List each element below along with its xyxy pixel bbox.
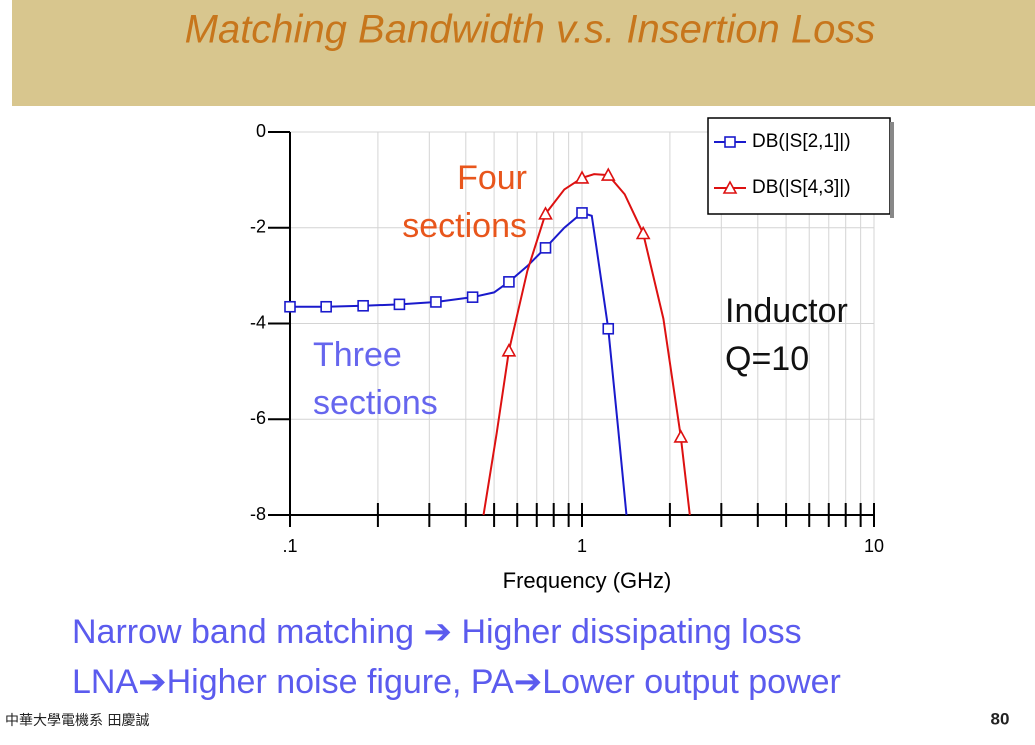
y-tick-label: -2 (250, 217, 266, 237)
marker (503, 276, 515, 288)
marker (724, 136, 736, 148)
marker (576, 207, 588, 219)
marker (722, 180, 738, 194)
x-tick-label: 10 (864, 536, 884, 556)
bullet: LNA➔Higher noise figure, PA➔Lower output… (72, 663, 841, 701)
annotation: sections (402, 207, 527, 245)
y-tick-label: -6 (250, 408, 266, 428)
marker (466, 291, 479, 303)
x-tick-label: .1 (282, 536, 297, 556)
annotation: Q=10 (725, 340, 809, 378)
marker (538, 206, 553, 220)
annotation: sections (313, 384, 438, 422)
marker (430, 296, 442, 308)
y-tick-label: -8 (250, 504, 266, 524)
series-line (290, 211, 628, 516)
annotation: Four (457, 159, 527, 197)
marker (320, 300, 332, 313)
legend-shadow (890, 122, 894, 218)
series-line (482, 173, 691, 516)
marker (357, 299, 369, 312)
slide-title: Matching Bandwidth v.s. Insertion Loss (185, 8, 876, 52)
marker (574, 170, 590, 184)
x-tick-label: 1 (577, 536, 587, 556)
annotation: Three (313, 336, 402, 374)
marker (539, 242, 552, 254)
footer: 中華大學電機系 田慶誠 (5, 713, 149, 729)
page-number: 80 (991, 709, 1010, 728)
marker (673, 429, 689, 443)
legend-box (707, 117, 891, 215)
marker (501, 343, 517, 357)
title-bar (12, 0, 1035, 106)
y-tick-label: 0 (256, 121, 266, 141)
legend-label: DB(|S[4,3]|) (752, 177, 851, 198)
marker (284, 300, 296, 313)
marker (635, 225, 651, 240)
marker (393, 298, 406, 311)
annotation: Inductor (725, 292, 848, 330)
x-axis-label: Frequency (GHz) (503, 568, 672, 593)
marker (602, 322, 615, 335)
marker (600, 167, 616, 181)
bullet: Narrow band matching ➔ Higher dissipatin… (72, 613, 802, 651)
y-tick-label: -4 (250, 312, 266, 332)
legend-label: DB(|S[2,1]|) (752, 131, 851, 152)
